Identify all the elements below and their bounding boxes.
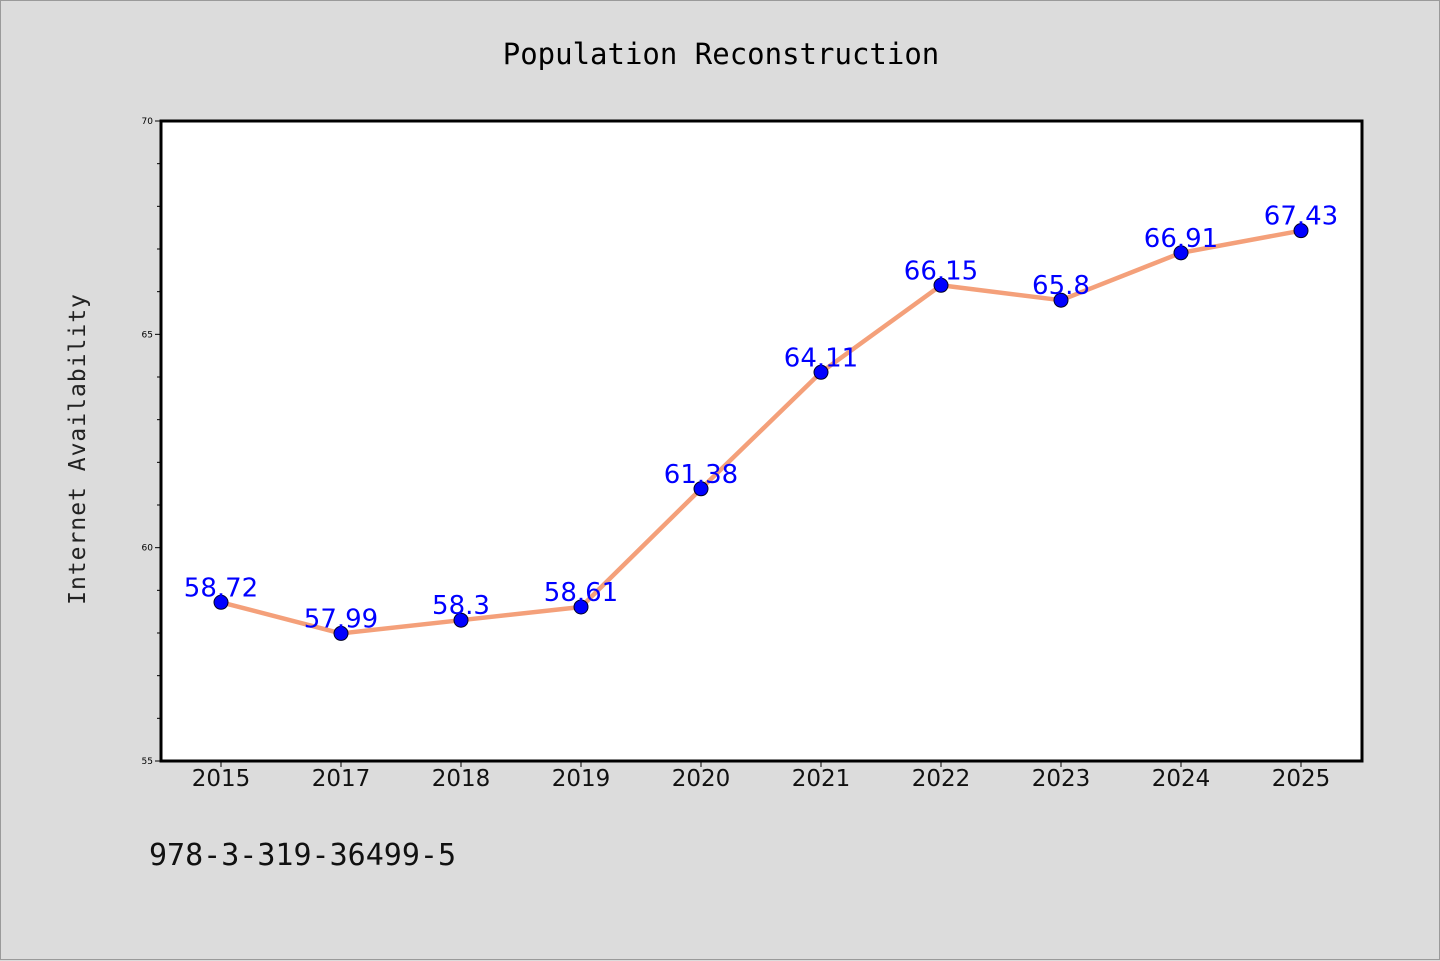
data-point <box>933 277 949 293</box>
x-axis: 2015 2017 2018 2019 2020 2021 2022 2023 2024 2025 <box>192 761 1331 792</box>
data-point <box>573 599 589 615</box>
data-label: 58.61 <box>544 578 618 608</box>
data-label: 66.91 <box>1144 224 1218 254</box>
data-point <box>213 594 229 610</box>
x-tick-label: 2018 <box>432 766 491 792</box>
data-label: 66.15 <box>904 256 978 286</box>
data-label: 58.72 <box>184 573 258 603</box>
y-axis: 55 60 65 70 <box>142 117 161 767</box>
plot-area <box>159 119 1364 763</box>
data-label: 65.8 <box>1032 271 1090 301</box>
data-label: 61.38 <box>664 460 738 490</box>
x-tick-label: 2023 <box>1032 766 1091 792</box>
x-tick-label: 2015 <box>192 766 251 792</box>
x-tick-label: 2017 <box>312 766 371 792</box>
data-point <box>453 612 469 628</box>
data-point <box>693 481 709 497</box>
x-tick-label: 2022 <box>912 766 971 792</box>
y-tick-label: 60 <box>142 544 154 554</box>
series-line-group <box>218 228 1304 636</box>
y-tick-label: 70 <box>142 117 154 127</box>
data-point <box>1173 245 1189 261</box>
data-markers <box>213 223 1309 641</box>
data-label: 57.99 <box>304 604 378 634</box>
x-tick-label: 2020 <box>672 766 731 792</box>
x-tick-label: 2021 <box>792 766 851 792</box>
x-tick-label: 2019 <box>552 766 611 792</box>
data-label: 64.11 <box>784 343 858 373</box>
isbn-footer: 978-3-319-36499-5 <box>149 838 456 873</box>
data-point <box>1293 223 1309 239</box>
y-tick-label: 55 <box>142 757 153 767</box>
data-point <box>333 625 349 641</box>
y-axis-label: Internet Availability <box>65 293 91 605</box>
data-label: 58.3 <box>432 591 490 621</box>
x-tick-label: 2025 <box>1272 766 1331 792</box>
data-point <box>813 364 829 380</box>
chart-title: Population Reconstruction <box>503 37 940 71</box>
data-point <box>1053 292 1069 308</box>
series-line <box>218 228 1304 636</box>
data-label: 67.43 <box>1264 202 1338 232</box>
y-tick-label: 65 <box>142 330 153 340</box>
data-labels: 58.72 57.99 58.3 58.61 61.38 64.11 66.15 65.8 66… <box>184 202 1338 635</box>
x-tick-label: 2024 <box>1152 766 1211 792</box>
